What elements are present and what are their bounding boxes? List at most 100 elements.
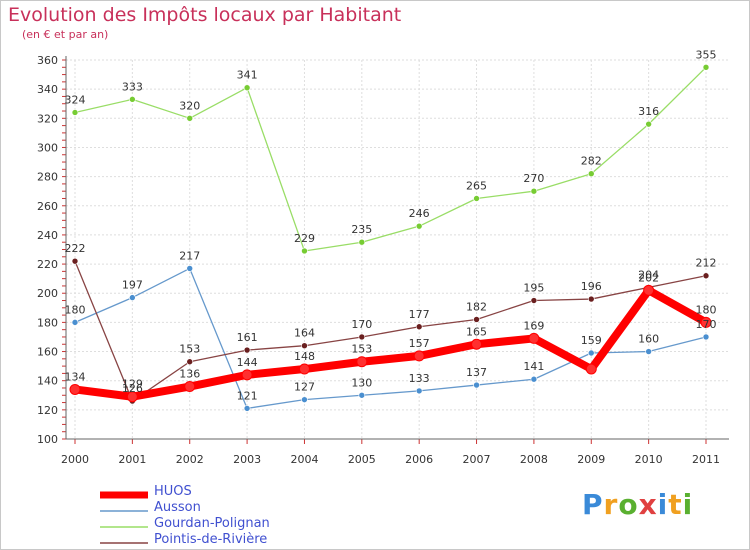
- legend-swatch-pointis-de-riviere: [100, 542, 148, 544]
- data-point-ausson: [129, 294, 136, 301]
- data-point-gourdan-polignan: [645, 120, 652, 128]
- data-point-pointis-de-rivi-re: [243, 346, 251, 354]
- y-tick-label: 120: [37, 404, 58, 417]
- y-tick-label: 180: [37, 316, 58, 329]
- data-label-huos: 129: [122, 378, 143, 391]
- data-label-huos: 153: [351, 343, 372, 356]
- data-label-ausson: 127: [294, 381, 315, 394]
- data-label-gourdan-polignan: 333: [122, 80, 143, 93]
- logo-letter: i: [657, 488, 669, 521]
- legend-swatch-gourdan-polignan: [100, 526, 148, 528]
- data-label-huos: 144: [237, 356, 258, 369]
- data-point-ausson: [301, 396, 308, 403]
- data-point-pointis-de-rivi-re: [473, 316, 480, 323]
- data-label-gourdan-polignan: 229: [294, 232, 315, 245]
- data-label-ausson: 141: [523, 360, 544, 373]
- data-point-gourdan-polignan: [587, 170, 595, 177]
- data-label-gourdan-polignan: 265: [466, 179, 487, 192]
- x-tick-label: 2000: [61, 453, 89, 466]
- data-label-ausson: 197: [122, 279, 143, 292]
- logo-letter: P: [582, 488, 604, 521]
- data-label-gourdan-polignan: 341: [237, 69, 258, 82]
- plot-area: [66, 60, 729, 439]
- data-label-ausson: 217: [179, 249, 200, 262]
- legend-label-huos: HUOS: [154, 484, 192, 499]
- data-label-gourdan-polignan: 246: [409, 207, 430, 220]
- data-point-gourdan-polignan: [129, 96, 136, 103]
- y-tick-label: 300: [37, 141, 58, 154]
- data-label-ausson: 180: [65, 303, 86, 316]
- data-point-pointis-de-rivi-re: [530, 297, 538, 304]
- chart-title: Evolution des Impôts locaux par Habitant: [8, 4, 402, 26]
- data-point-ausson: [186, 265, 194, 272]
- legend-swatch-ausson: [100, 510, 148, 512]
- data-point-gourdan-polignan: [415, 222, 423, 230]
- y-tick-label: 100: [37, 433, 58, 446]
- data-label-pointis-de-rivi-re: 164: [294, 327, 315, 340]
- data-point-huos: [184, 381, 196, 393]
- data-label-huos: 169: [523, 319, 544, 332]
- legend-label-pointis-de-riviere: Pointis-de-Rivière: [154, 532, 268, 547]
- data-point-huos: [471, 338, 483, 350]
- data-point-ausson: [587, 349, 595, 357]
- series-line-gourdan-polignan: [74, 66, 707, 252]
- x-tick-label: 2004: [290, 453, 318, 466]
- y-tick-label: 140: [37, 375, 58, 388]
- data-label-pointis-de-rivi-re: 196: [581, 280, 602, 293]
- legend-swatch-huos: [100, 491, 148, 499]
- data-label-pointis-de-rivi-re: 212: [696, 257, 717, 270]
- data-label-huos: 134: [65, 370, 86, 383]
- data-label-gourdan-polignan: 270: [523, 172, 544, 185]
- data-label-pointis-de-rivi-re: 195: [523, 282, 544, 295]
- data-point-huos: [69, 383, 81, 395]
- data-label-gourdan-polignan: 282: [581, 155, 602, 168]
- data-point-gourdan-polignan: [473, 195, 480, 202]
- y-tick-label: 220: [37, 258, 58, 271]
- data-point-ausson: [415, 387, 423, 395]
- data-point-pointis-de-rivi-re: [415, 323, 423, 331]
- series-line-pointis-de-rivi-re: [74, 260, 707, 402]
- data-label-ausson: 160: [638, 333, 659, 346]
- data-label-huos: 202: [638, 271, 659, 284]
- x-tick-label: 2003: [233, 453, 261, 466]
- data-point-huos: [126, 391, 138, 403]
- data-label-ausson: 159: [581, 334, 602, 347]
- data-point-gourdan-polignan: [702, 63, 710, 71]
- data-label-pointis-de-rivi-re: 126: [122, 382, 143, 395]
- data-label-huos: 136: [179, 368, 200, 381]
- data-point-pointis-de-rivi-re: [702, 272, 710, 280]
- data-point-ausson: [473, 381, 480, 389]
- data-label-pointis-de-rivi-re: 182: [466, 300, 487, 313]
- data-label-pointis-de-rivi-re: 177: [409, 308, 430, 321]
- data-point-ausson: [243, 405, 251, 412]
- data-point-gourdan-polignan: [71, 109, 79, 116]
- data-label-gourdan-polignan: 235: [351, 223, 372, 236]
- data-point-gourdan-polignan: [186, 115, 194, 122]
- data-point-huos: [413, 350, 425, 362]
- y-tick-label: 340: [37, 83, 58, 96]
- data-point-pointis-de-rivi-re: [301, 342, 308, 350]
- data-label-gourdan-polignan: 320: [179, 99, 200, 112]
- data-label-ausson: 121: [237, 389, 258, 402]
- data-point-pointis-de-rivi-re: [71, 257, 79, 265]
- data-label-pointis-de-rivi-re: 222: [65, 242, 86, 255]
- y-tick-label: 200: [37, 287, 58, 300]
- data-point-gourdan-polignan: [243, 84, 251, 91]
- data-label-huos: 148: [294, 350, 315, 363]
- y-tick-label: 320: [37, 112, 58, 125]
- y-tick-label: 260: [37, 200, 58, 213]
- data-point-pointis-de-rivi-re: [358, 333, 366, 341]
- data-point-ausson: [702, 333, 710, 341]
- x-tick-label: 2007: [463, 453, 491, 466]
- y-tick-label: 360: [37, 54, 58, 67]
- series-line-huos: [71, 286, 710, 401]
- x-tick-label: 2005: [348, 453, 376, 466]
- y-tick-label: 280: [37, 171, 58, 184]
- data-point-ausson: [530, 375, 538, 383]
- data-point-huos: [241, 369, 253, 381]
- data-point-gourdan-polignan: [358, 238, 366, 246]
- proxiti-logo: Proxiti: [582, 488, 693, 521]
- x-tick-label: 2008: [520, 453, 548, 466]
- x-tick-label: 2011: [692, 453, 720, 466]
